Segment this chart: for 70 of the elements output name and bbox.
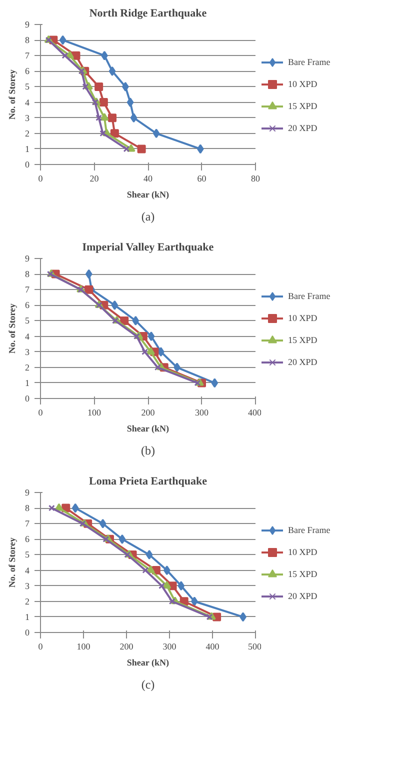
y-tick-label: 2: [25, 596, 30, 606]
legend-label: 10 XPD: [288, 79, 318, 89]
x-tick-label: 80: [251, 174, 260, 184]
x-tick-label: 200: [141, 408, 156, 418]
legend-label: 20 XPD: [288, 591, 318, 601]
chart-title: North Ridge Earthquake: [89, 8, 207, 20]
y-tick-label: 6: [25, 534, 30, 544]
y-tick-label: 0: [25, 394, 30, 404]
legend-label: 15 XPD: [288, 101, 318, 111]
x-tick-label: 60: [197, 174, 207, 184]
y-tick-label: 7: [25, 518, 30, 529]
y-tick-label: 3: [25, 112, 30, 123]
y-tick-label: 9: [25, 20, 30, 30]
text: (b): [141, 444, 156, 458]
x-axis-title: Shear (kN): [126, 190, 169, 200]
legend-label: 20 XPD: [288, 123, 318, 133]
x-tick-label: 300: [195, 408, 209, 418]
x-tick-label: 500: [248, 642, 262, 652]
y-tick-label: 4: [25, 565, 30, 576]
text: (a): [141, 210, 155, 224]
chart-title: Imperial Valley Earthquake: [82, 242, 214, 254]
x-tick-label: 0: [38, 408, 44, 418]
y-tick-label: 3: [25, 580, 30, 591]
y-tick-label: 5: [25, 82, 30, 92]
y-tick-label: 1: [25, 612, 30, 622]
x-axis-title: Shear (kN): [126, 424, 169, 434]
y-tick-label: 9: [25, 254, 30, 264]
y-tick-label: 4: [25, 97, 30, 108]
y-tick-label: 3: [25, 346, 30, 357]
x-tick-label: 40: [144, 174, 153, 184]
x-tick-label: 20: [90, 174, 100, 184]
y-axis-title: No. of Storey: [7, 302, 17, 354]
x-tick-label: 0: [38, 174, 44, 184]
legend-label: Bare Frame: [288, 291, 330, 301]
x-axis-title: Shear (kN): [126, 658, 169, 668]
y-tick-label: 8: [25, 35, 30, 46]
y-tick-label: 7: [25, 50, 30, 61]
x-tick-label: 400: [248, 408, 262, 418]
y-tick-label: 8: [25, 269, 30, 280]
y-tick-label: 2: [25, 128, 30, 138]
x-tick-label: 100: [76, 642, 91, 652]
text: (c): [141, 678, 155, 692]
y-tick-label: 2: [25, 362, 30, 372]
legend-label: Bare Frame: [288, 525, 330, 535]
y-axis-title: No. of Storey: [7, 536, 17, 588]
y-tick-label: 4: [25, 331, 30, 342]
x-tick-label: 0: [38, 642, 44, 652]
legend-label: 20 XPD: [288, 357, 318, 367]
x-tick-label: 300: [162, 642, 177, 652]
x-tick-label: 400: [206, 642, 220, 652]
y-tick-label: 0: [25, 160, 30, 170]
y-tick-label: 8: [25, 503, 30, 514]
y-axis-title: No. of Storey: [7, 68, 17, 120]
y-tick-label: 0: [25, 628, 30, 638]
y-tick-label: 6: [25, 66, 30, 76]
legend-label: 15 XPD: [288, 335, 318, 345]
chart-title: Loma Prieta Earthquake: [89, 476, 208, 488]
y-tick-label: 1: [25, 144, 30, 154]
legend-label: 10 XPD: [288, 547, 318, 557]
legend-label: Bare Frame: [288, 57, 330, 67]
y-tick-label: 1: [25, 378, 30, 388]
legend-label: 10 XPD: [288, 313, 318, 323]
legend-label: 15 XPD: [288, 569, 318, 579]
x-tick-label: 100: [88, 408, 102, 418]
x-tick-label: 200: [120, 642, 134, 652]
y-tick-label: 5: [25, 550, 30, 560]
y-tick-label: 9: [25, 488, 30, 498]
y-tick-label: 6: [25, 300, 30, 310]
y-tick-label: 7: [25, 284, 30, 295]
y-tick-label: 5: [25, 316, 30, 326]
